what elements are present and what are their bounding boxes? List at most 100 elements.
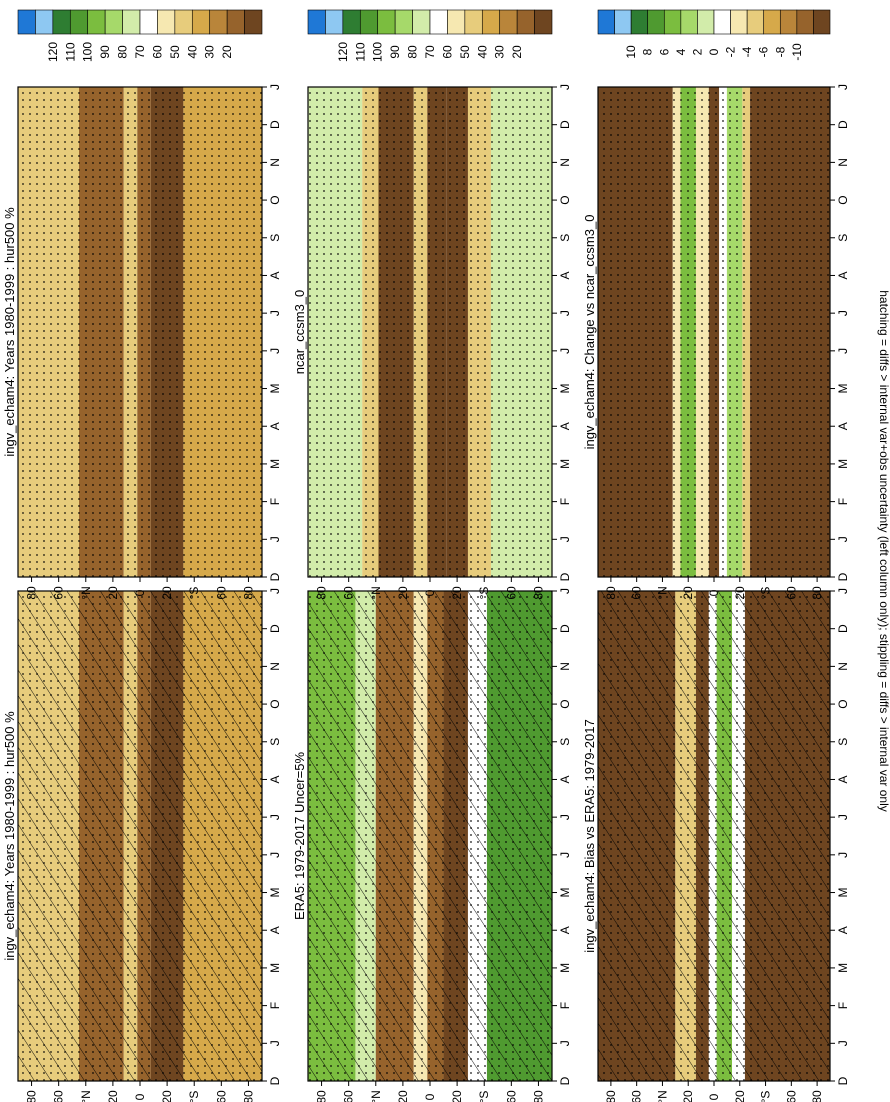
colorbar-swatch: [779, 9, 798, 35]
month-tick-label: A: [558, 926, 572, 934]
colorbar-label-group: 2: [690, 48, 704, 55]
lat-tick-label: 0: [707, 589, 721, 596]
plot-panel-4: D J F M A M J J A S O N D J 80 60 °N 20 0 20 °S 60 80 ncar_ccsm…: [292, 84, 572, 600]
colorbar-label: 20: [220, 45, 234, 59]
month-tick-label-group: D: [558, 120, 572, 129]
lat-tick-label: 20: [450, 586, 464, 600]
colorbar-label-group: 100: [81, 42, 95, 62]
month-tick-label: N: [558, 158, 572, 167]
month-tick-label: A: [268, 422, 282, 430]
colorbar-swatch: [87, 9, 106, 35]
month-tick-label: N: [836, 662, 850, 671]
lat-tick-label-group: 0: [133, 1093, 147, 1100]
lat-tick-label-group: 80: [25, 586, 39, 600]
lat-tick-label-group: 20: [450, 1090, 464, 1102]
lat-tick-label-group: °N: [79, 586, 93, 599]
lat-tick-label-group: 20: [733, 1090, 747, 1102]
lat-tick-label-group: 60: [342, 586, 356, 600]
month-tick-label-group: D: [558, 624, 572, 633]
month-tick-label: A: [268, 926, 282, 934]
lat-tick-label-group: 20: [733, 586, 747, 600]
month-tick-label-group: J: [558, 814, 572, 820]
lat-tick-label: 80: [25, 1090, 39, 1102]
colorbar-1: 120 110 100 90 80 70 60 50 40 30 20: [17, 9, 263, 62]
lat-tick-label-group: °N: [79, 1090, 93, 1102]
colorbar-label-group: 120: [336, 42, 350, 62]
month-tick-label-group: D: [836, 120, 850, 129]
month-tick-label: N: [268, 662, 282, 671]
month-tick-label-group: A: [558, 926, 572, 934]
colorbar-swatch: [69, 9, 89, 35]
lat-tick-label: 60: [52, 1090, 66, 1102]
month-tick-label: S: [836, 738, 850, 746]
lat-tick-label-group: 80: [315, 1090, 329, 1102]
month-tick-label-group: M: [558, 384, 572, 394]
month-tick-label: A: [558, 271, 572, 279]
lat-tick-label: °N: [369, 1090, 383, 1102]
month-tick-label: D: [558, 120, 572, 129]
plot-panel-5: D J F M A M J J A S O N D J 80 60 °N 20 0 20 °S 60 80 ingv_echa…: [582, 588, 850, 1102]
month-tick-label: M: [836, 888, 850, 898]
lat-tick-label: °N: [369, 586, 383, 599]
month-tick-label: N: [836, 158, 850, 167]
month-tick-label-group: J: [268, 348, 282, 354]
lat-tick-label: 0: [133, 1093, 147, 1100]
colorbar-label: 8: [641, 48, 655, 55]
month-tick-label: M: [268, 963, 282, 973]
colorbar-swatch: [412, 9, 431, 35]
month-tick-label: D: [268, 624, 282, 633]
lat-tick-label-group: 80: [531, 586, 545, 600]
lat-tick-label: 60: [504, 1090, 518, 1102]
month-tick-label-group: N: [558, 158, 572, 167]
colorbar-swatch: [157, 9, 176, 35]
month-tick-label-group: O: [268, 699, 282, 708]
panel-title: ingv_echam4: Change vs ncar_ccsm3_0: [582, 215, 597, 450]
month-tick-label: D: [836, 1076, 850, 1085]
lat-tick-label: °S: [759, 1091, 773, 1102]
lat-tick-label-group: °S: [187, 1091, 201, 1102]
month-tick-label-group: J: [836, 348, 850, 354]
month-tick-label-group: O: [558, 195, 572, 204]
panel-title-group: ncar_ccsm3_0: [292, 290, 307, 375]
month-tick-label-group: J: [268, 536, 282, 542]
colorbar-label-group: 6: [657, 48, 671, 55]
colorbar-swatch: [104, 9, 123, 35]
lat-tick-label-group: °N: [369, 586, 383, 599]
month-tick-label-group: S: [836, 234, 850, 242]
lat-tick-label-group: 20: [681, 586, 695, 600]
colorbar-label-group: 120: [46, 42, 60, 62]
colorbar-label: -4: [740, 46, 754, 57]
lat-tick-label-group: 80: [315, 586, 329, 600]
month-tick-label-group: J: [268, 852, 282, 858]
month-tick-label-group: S: [836, 738, 850, 746]
lat-tick-label: °S: [477, 587, 491, 600]
lat-tick-label-group: 80: [25, 1090, 39, 1102]
colorbar-label-group: 40: [185, 45, 199, 59]
colorbar-label-group: 110: [353, 42, 367, 61]
month-tick-label-group: M: [836, 459, 850, 469]
colorbar-swatch: [746, 9, 765, 35]
month-tick-label-group: J: [268, 1040, 282, 1046]
plot-panel-2: D J F M A M J J A S O N D J 80 60 °N 20 0 20 °S 60 80 ingv_echa…: [2, 84, 282, 600]
colorbar-label-group: 90: [388, 45, 402, 59]
lat-tick-label-group: 20: [160, 1090, 174, 1102]
month-tick-label: S: [558, 738, 572, 746]
lat-tick-label-group: 0: [707, 1093, 721, 1100]
lat-tick-label-group: 80: [241, 1090, 255, 1102]
colorbar-label-group: 100: [371, 42, 385, 62]
hatching-overlay: [598, 591, 830, 1081]
colorbar-swatch: [307, 9, 326, 35]
lat-tick-label: 0: [423, 589, 437, 596]
month-tick-label: J: [268, 1040, 282, 1046]
colorbar-swatch: [191, 9, 211, 35]
lat-tick-label-group: 80: [604, 586, 618, 600]
month-tick-label-group: J: [558, 1040, 572, 1046]
colorbar-swatch: [713, 9, 731, 35]
panel-title: ingv_echam4: Bias vs ERA5: 1979-2017: [582, 719, 597, 952]
panel-title: ncar_ccsm3_0: [292, 290, 307, 375]
month-tick-label: D: [836, 120, 850, 129]
month-tick-label-group: A: [836, 271, 850, 279]
lat-tick-label: 20: [681, 586, 695, 600]
colorbar-swatch: [481, 9, 501, 35]
month-tick-label-group: J: [558, 536, 572, 542]
